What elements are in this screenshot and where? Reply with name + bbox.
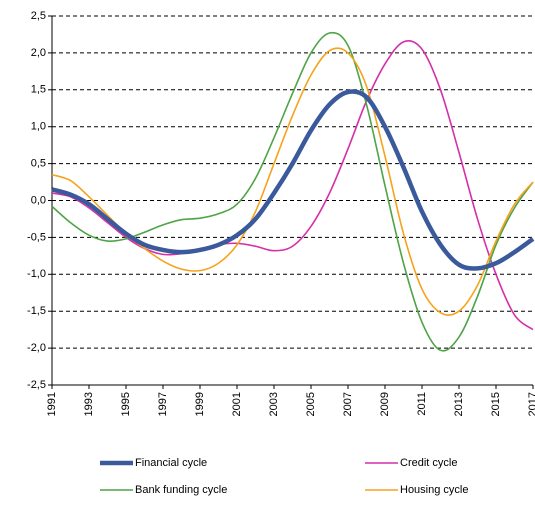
series-line (51, 31, 534, 352)
series-line (51, 89, 535, 271)
y-tick-label: 2,0 (31, 47, 46, 59)
x-tick-label: 2015 (490, 392, 502, 416)
legend-label: Credit cycle (400, 457, 457, 469)
legend-label: Bank funding cycle (135, 484, 227, 496)
legend-label: Housing cycle (400, 484, 468, 496)
y-tick-label: -2,0 (27, 342, 46, 354)
x-tick-label: 2001 (231, 392, 243, 416)
x-tick-label: 1993 (83, 392, 95, 416)
y-tick-label: -1,0 (27, 268, 46, 280)
x-tick-label: 1997 (157, 392, 169, 416)
y-tick-label: -2,5 (27, 379, 46, 391)
series-line (51, 47, 534, 316)
x-tick-label: 2003 (268, 392, 280, 416)
x-tick-label: 1995 (120, 392, 132, 416)
y-tick-label: 1,0 (31, 121, 46, 133)
x-tick-label: 2005 (305, 392, 317, 416)
y-tick-label: -0,5 (27, 231, 46, 243)
x-tick-label: 2011 (416, 392, 428, 416)
y-tick-label: 2,5 (31, 10, 46, 22)
y-tick-label: -1,5 (27, 305, 46, 317)
x-tick-label: 2007 (342, 392, 354, 416)
x-tick-label: 2013 (453, 392, 465, 416)
x-tick-label: 2017 (527, 392, 535, 416)
y-tick-label: 0,0 (31, 194, 46, 206)
x-tick-label: 1991 (46, 392, 58, 416)
legend-label: Financial cycle (135, 457, 207, 469)
y-tick-label: 1,5 (31, 84, 46, 96)
series-line (51, 40, 534, 331)
x-tick-label: 2009 (379, 392, 391, 416)
x-tick-label: 1999 (194, 392, 206, 416)
y-tick-label: 0,5 (31, 158, 46, 170)
